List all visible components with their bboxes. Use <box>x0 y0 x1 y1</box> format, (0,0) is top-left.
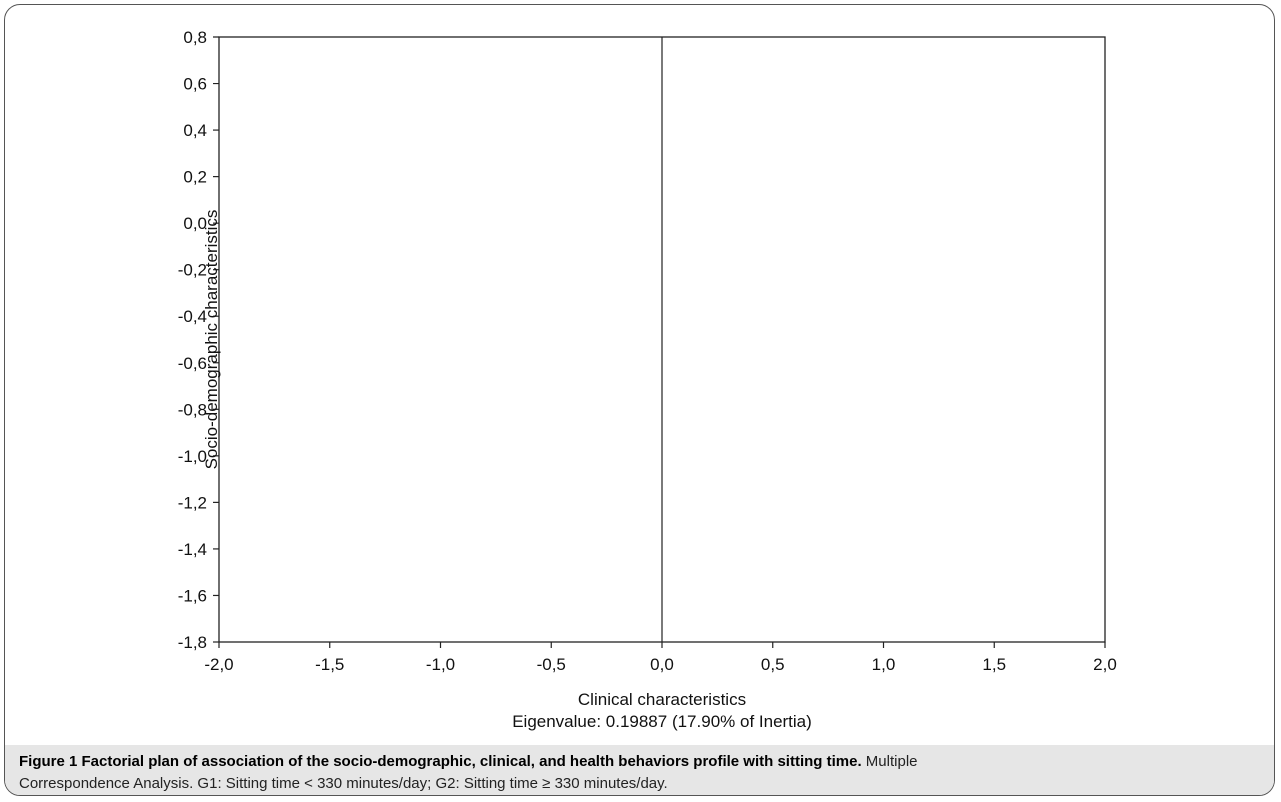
figure-frame: -2,0 -1,5 -1,0 -0,5 0,0 0,5 1,0 1,5 2,0 0,8 0,6 0,4… <box>4 4 1275 796</box>
y-axis-title: Socio-demographic characteristics <box>202 210 221 470</box>
x-tick-label: 1,5 <box>982 655 1006 674</box>
x-tick-label: 2,0 <box>1093 655 1117 674</box>
y-tick-label: 0,0 <box>183 214 207 233</box>
x-axis-title: Clinical characteristics <box>578 690 746 709</box>
y-tick-label: -0,4 <box>178 307 207 326</box>
caption-title: Figure 1 Factorial plan of association o… <box>19 753 862 770</box>
y-tick-label: -1,8 <box>178 633 207 652</box>
y-tick-label: 0,2 <box>183 168 207 187</box>
y-tick-label: 0,6 <box>183 75 207 94</box>
y-tick-label: -1,2 <box>178 493 207 512</box>
caption-text-2: Correspondence Analysis. G1: Sitting tim… <box>19 775 668 792</box>
caption-text-1: Multiple <box>861 753 918 770</box>
y-tick-label: -1,6 <box>178 586 207 605</box>
x-tick-label: -1,5 <box>315 655 344 674</box>
x-tick-label: 1,0 <box>872 655 896 674</box>
x-tick-label: 0,5 <box>761 655 785 674</box>
y-tick-label: -1,0 <box>178 447 207 466</box>
y-tick-label: -0,2 <box>178 261 207 280</box>
figure-caption: Figure 1 Factorial plan of association o… <box>5 745 1274 795</box>
x-tick-label: 0,0 <box>650 655 674 674</box>
y-tick-label: -0,8 <box>178 400 207 419</box>
x-axis-subtitle: Eigenvalue: 0.19887 (17.90% of Inertia) <box>512 712 812 731</box>
y-tick-label: 0,4 <box>183 121 207 140</box>
x-tick-label: -1,0 <box>426 655 455 674</box>
x-tick-label: -2,0 <box>204 655 233 674</box>
mca-chart: -2,0 -1,5 -1,0 -0,5 0,0 0,5 1,0 1,5 2,0 0,8 0,6 0,4… <box>178 28 1117 731</box>
y-tick-label: -1,4 <box>178 540 207 559</box>
y-tick-label: -0,6 <box>178 354 207 373</box>
x-tick-label: -0,5 <box>537 655 566 674</box>
y-tick-label: 0,8 <box>183 28 207 47</box>
